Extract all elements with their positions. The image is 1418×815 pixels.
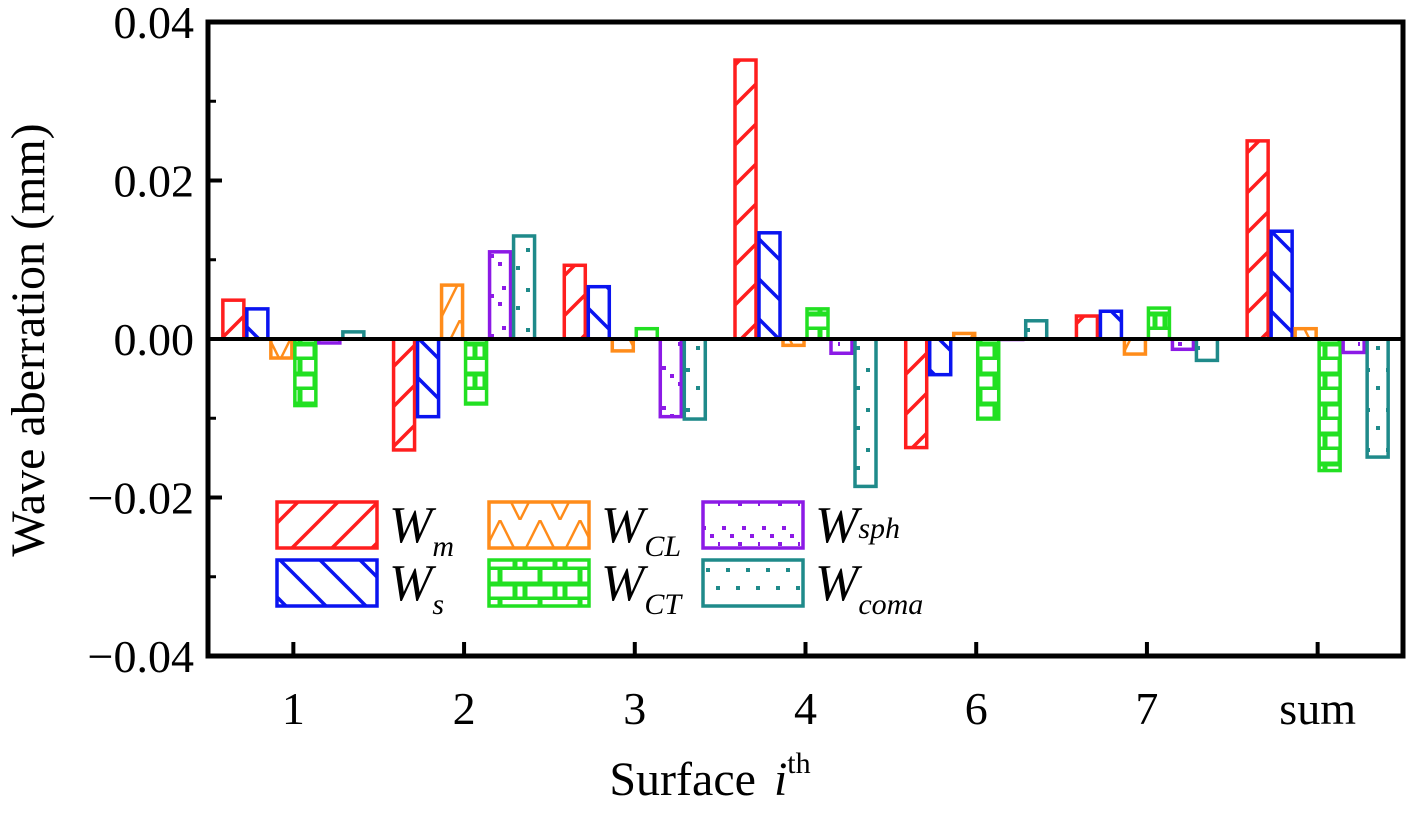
bar-wct-6 [975,337,1001,421]
legend-swatch-ws [275,558,379,608]
bar-ws-3 [586,284,612,341]
legend-swatch-wcl [487,500,591,550]
x-tick-label: 1 [282,683,305,734]
legend-swatch-wsph [701,500,805,550]
x-tick-label: sum [1279,683,1356,734]
bar-wcoma-sum [1365,337,1390,459]
bar-wcoma-3 [682,337,708,421]
bar-wsph-sum [1341,337,1366,355]
bar-wct-1 [293,337,318,408]
bar-wct-2 [463,337,489,406]
legend-label-wcoma: Wcoma [815,555,923,621]
bar-wm-2 [391,337,417,452]
x-axis-title: Surface ith [609,747,810,806]
bar-ws-2 [415,337,441,419]
bar-wcl-1 [269,337,294,360]
bar-wm-6 [903,337,929,450]
legend-label-wm: Wm [389,497,454,563]
bar-wm-1 [221,298,246,341]
bar-wm-7 [1074,314,1100,341]
x-tick-label: 2 [453,683,476,734]
bar-wct-4 [805,307,830,341]
legend-swatch-wm [275,500,379,550]
y-tick-label: 0.02 [114,156,195,207]
bar-wsph-2 [487,250,513,341]
legend-swatch-wcoma [701,558,805,608]
bar-wm-sum [1245,139,1270,341]
bar-wct-sum [1317,337,1342,473]
bar-ws-1 [245,307,270,341]
legend-label-wct: WCT [601,555,683,621]
y-tick-label: −0.02 [88,473,194,524]
bar-wcoma-4 [853,337,878,489]
legend-label-ws: Ws [389,555,444,621]
bar-wm-3 [562,263,588,341]
axes-group: 0.04 0.02 0.00 −0.02 −0.04 1 2 3 4 6 7 sum [88,0,1406,734]
legend-swatch-wct [487,558,591,608]
bar-ws-sum [1269,229,1294,341]
bar-wsph-3 [658,337,684,419]
bar-wcoma-2 [511,234,537,341]
y-axis-title: Wave aberration (mm) [2,123,55,556]
x-tick-label: 7 [1135,683,1158,734]
bar-wcl-2 [439,283,465,341]
bar-wm-4 [733,58,758,341]
bar-wsph-4 [829,337,854,356]
legend-label-wcl: WCL [601,497,681,563]
x-tick-label: 4 [794,683,817,734]
bar-wcl-7 [1122,337,1148,356]
bar-wct-7 [1146,306,1172,341]
bars-group [221,58,1390,489]
x-tick-label: 6 [965,683,988,734]
y-tick-label: −0.04 [88,631,194,682]
y-tick-label: 0.00 [114,314,195,365]
x-tick-label: 3 [623,683,646,734]
bar-ws-6 [927,337,953,377]
bar-ws-7 [1098,309,1124,341]
bar-wcoma-6 [1023,319,1049,341]
legend-label-wsph: Wsph [815,497,900,554]
bar-ws-4 [757,231,782,341]
bar-wcoma-7 [1194,337,1220,363]
y-tick-label: 0.04 [114,0,195,48]
